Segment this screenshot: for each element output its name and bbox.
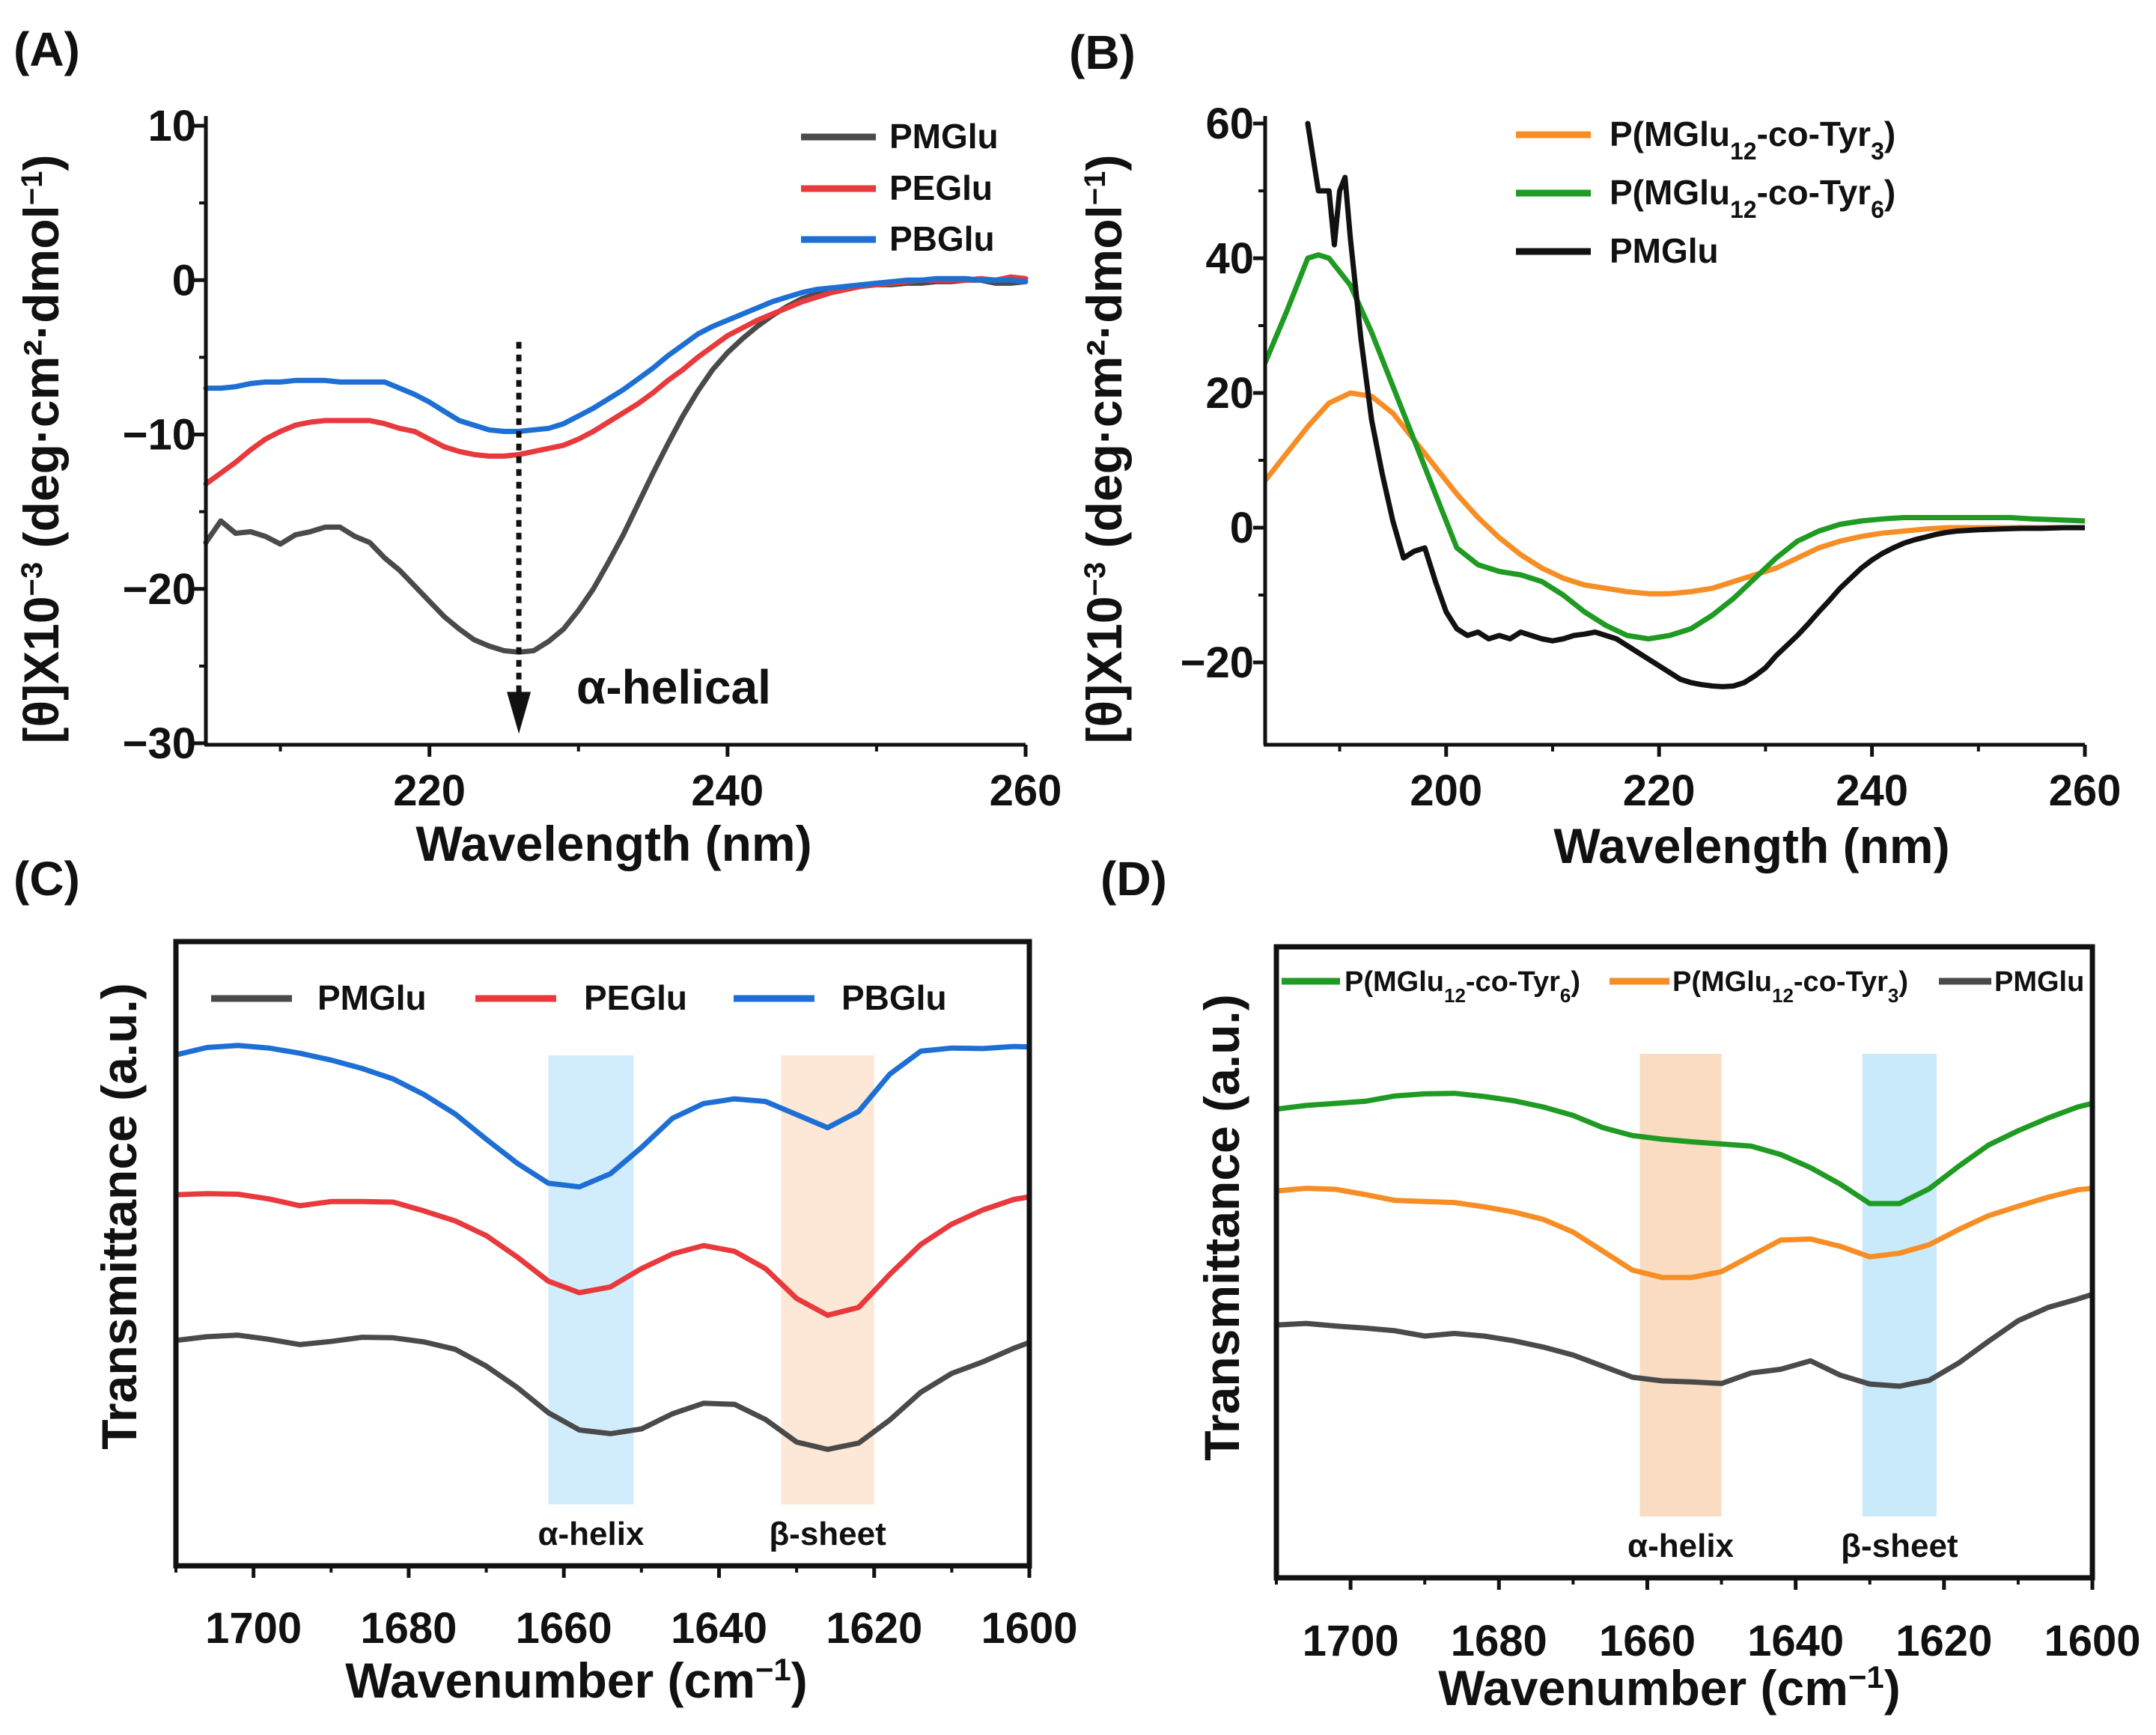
band-label-helix: α-helix xyxy=(1627,1528,1734,1564)
panel-b-legend: P(MGlu12-co-Tyr3) P(MGlu12-co-Tyr6) PMGl… xyxy=(1516,115,1895,270)
x-tick-label-a-240: 240 xyxy=(691,766,764,815)
legend-label-co-tyr6-d: P(MGlu12-co-Tyr6) xyxy=(1345,966,1580,1007)
x-tick-label-d-1620: 1620 xyxy=(1895,1617,1992,1665)
x-tick-label-d-1680: 1680 xyxy=(1451,1617,1547,1665)
x-tick-label-a-260: 260 xyxy=(990,766,1062,815)
x-tick-label-b-220: 220 xyxy=(1623,766,1696,815)
x-tick-label-b-200: 200 xyxy=(1410,766,1482,815)
panel-c-x-axis-title: Wavenumber (cm−1) xyxy=(345,1652,808,1709)
legend-label-co-tyr3: P(MGlu12-co-Tyr3) xyxy=(1610,115,1895,165)
series-line-b-p-mglu12-co-tyr6 xyxy=(1265,252,2085,641)
x-tick-label-d-1700: 1700 xyxy=(1303,1617,1399,1665)
series-line-d-pmglu xyxy=(1273,1291,2095,1389)
panel-c-legend: PMGlu PEGlu PBGlu xyxy=(211,978,947,1017)
band-label-sheet: β-sheet xyxy=(1841,1528,1958,1564)
legend-label-pmglu-b: PMGlu xyxy=(1610,231,1719,270)
panel-d-y-axis-title: Transmittance (a.u.) xyxy=(1194,994,1249,1461)
x-tick-label-b-260: 260 xyxy=(2049,766,2122,815)
series-line-a-pbglu xyxy=(203,275,1029,434)
band-label-helix: α-helix xyxy=(538,1516,644,1552)
panel-b-y-axis-title: [θ]X10−3 (deg·cm²·dmol−1) xyxy=(1077,155,1132,744)
series-line-a-pmglu xyxy=(203,277,1029,655)
x-tick-label-b-240: 240 xyxy=(1836,766,1908,815)
panel-d-x-axis-title: Wavenumber (cm−1) xyxy=(1438,1659,1901,1716)
y-tick-label-a-2: −10 xyxy=(123,411,196,460)
x-tick-label-a-220: 220 xyxy=(393,766,466,815)
y-tick-label-b-4: −20 xyxy=(1181,638,1254,687)
panel-d-chart: α-helix β-sheet 1700 1680 1660 1640 1620 1600 … xyxy=(1194,944,2141,1716)
x-tick-label-c-1680: 1680 xyxy=(360,1604,457,1653)
y-tick-label-a-0: 10 xyxy=(147,102,196,150)
series-line-c-peglu xyxy=(173,1191,1032,1318)
alpha-helical-arrow xyxy=(507,341,532,734)
y-tick-label-b-3: 0 xyxy=(1230,504,1254,552)
panel-d-legend: P(MGlu12-co-Tyr6) P(MGlu12-co-Tyr3) PMGl… xyxy=(1282,966,2084,1007)
panel-label-b: (B) xyxy=(1069,25,1136,79)
band-helix xyxy=(1639,1054,1722,1516)
panel-b-x-axis-title: Wavelength (nm) xyxy=(1553,818,1949,873)
legend-label-co-tyr6: P(MGlu12-co-Tyr6) xyxy=(1610,173,1895,223)
series-line-d-p-mglu12-co-tyr3 xyxy=(1273,1186,2095,1281)
band-sheet xyxy=(781,1055,874,1504)
x-tick-label-c-1600: 1600 xyxy=(981,1604,1077,1653)
legend-label-co-tyr3-d: P(MGlu12-co-Tyr3) xyxy=(1672,966,1908,1007)
alpha-helical-annotation: α-helical xyxy=(576,660,771,714)
panel-label-c: (C) xyxy=(13,852,80,906)
legend-label-pmglu: PMGlu xyxy=(889,117,999,156)
panel-a-x-axis-title: Wavelength (nm) xyxy=(415,816,811,871)
y-tick-label-b-1: 40 xyxy=(1205,234,1254,283)
x-tick-label-c-1660: 1660 xyxy=(516,1604,612,1653)
legend-label-pbglu-c: PBGlu xyxy=(841,978,947,1017)
series-line-c-pbglu xyxy=(173,1043,1032,1190)
panel-a-y-axis-title: [θ]X10−3 (deg·cm²·dmol−1) xyxy=(13,155,69,744)
x-tick-label-c-1640: 1640 xyxy=(671,1604,767,1653)
x-tick-label-d-1640: 1640 xyxy=(1747,1617,1844,1665)
band-label-sheet: β-sheet xyxy=(769,1516,886,1552)
y-tick-label-a-4: −30 xyxy=(123,719,196,768)
y-tick-label-b-0: 60 xyxy=(1205,100,1254,148)
series-line-b-pmglu xyxy=(1305,121,2085,689)
band-sheet xyxy=(1862,1054,1937,1516)
panel-d-frame xyxy=(1273,944,2095,1581)
panel-label-a: (A) xyxy=(13,22,80,76)
y-tick-label-b-2: 20 xyxy=(1205,369,1254,418)
legend-label-pmglu-d: PMGlu xyxy=(1994,966,2084,998)
x-tick-label-d-1600: 1600 xyxy=(2044,1617,2140,1665)
legend-label-peglu: PEGlu xyxy=(889,168,993,207)
panel-c-chart: α-helix β-sheet 1700 1680 1660 1640 1620 1600 … xyxy=(91,939,1078,1709)
y-tick-label-a-3: −20 xyxy=(123,565,196,614)
panel-a-chart: 220 240 260 10 0 −10 −20 −30 α-helical Waveleng… xyxy=(13,102,1062,871)
x-tick-label-c-1620: 1620 xyxy=(826,1604,922,1653)
x-tick-label-c-1700: 1700 xyxy=(205,1604,302,1653)
panel-c-y-axis-title: Transmittance (a.u.) xyxy=(91,983,147,1450)
panel-label-d: (D) xyxy=(1100,852,1167,906)
legend-label-pbglu: PBGlu xyxy=(889,219,995,258)
panel-a-legend: PMGlu PEGlu PBGlu xyxy=(801,117,999,258)
series-line-c-pmglu xyxy=(173,1332,1032,1452)
panel-c-frame xyxy=(173,939,1032,1569)
legend-label-pmglu-c: PMGlu xyxy=(317,978,427,1017)
y-tick-label-a-1: 0 xyxy=(172,256,196,305)
series-line-d-p-mglu12-co-tyr6 xyxy=(1273,1091,2095,1207)
x-tick-label-d-1660: 1660 xyxy=(1599,1617,1696,1665)
series-line-b-p-mglu12-co-tyr3 xyxy=(1265,390,2085,597)
arrow-head xyxy=(507,692,532,734)
legend-label-peglu-c: PEGlu xyxy=(584,978,687,1017)
